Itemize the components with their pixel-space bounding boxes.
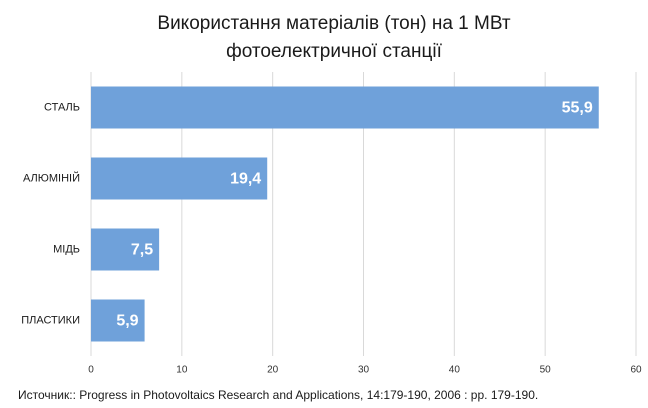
x-tick-label: 10 (176, 365, 188, 376)
x-tick-label: 30 (358, 365, 370, 376)
bar (91, 228, 160, 271)
bar (91, 299, 145, 342)
y-tick-label: АЛЮМІНІЙ (23, 171, 80, 184)
chart-title: Використання матеріалів (тон) на 1 МВт (157, 13, 511, 34)
value-label: 19,4 (230, 171, 261, 188)
y-tick-label: МІДЬ (53, 243, 80, 255)
bar (91, 86, 599, 129)
value-label: 7,5 (131, 242, 153, 259)
value-label: 5,9 (116, 313, 138, 330)
chart-title: фотоелектричної станції (226, 41, 443, 62)
bar (91, 157, 268, 200)
x-tick-label: 40 (449, 365, 461, 376)
source-note: Источник:: Progress in Photovoltaics Res… (18, 388, 538, 402)
x-tick-label: 0 (88, 365, 94, 376)
y-tick-label: ПЛАСТИКИ (21, 314, 80, 326)
x-tick-label: 20 (267, 365, 279, 376)
x-tick-label: 50 (540, 365, 552, 376)
y-tick-label: СТАЛЬ (44, 101, 80, 113)
value-label: 55,9 (562, 100, 593, 117)
x-tick-label: 60 (630, 365, 642, 376)
